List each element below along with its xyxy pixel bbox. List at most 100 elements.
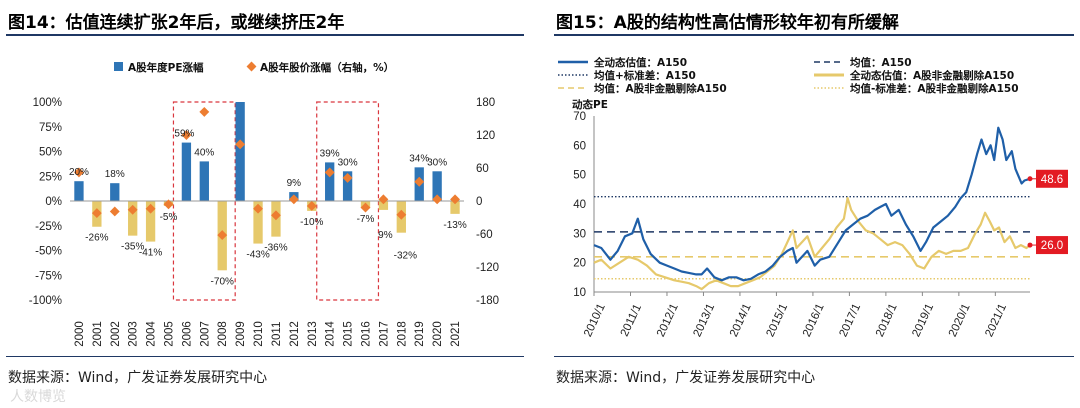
x-tick-label: 2019	[414, 321, 426, 347]
right-source-rule	[554, 356, 1074, 357]
price-marker	[110, 207, 120, 217]
y-tick-label: 25%	[39, 171, 62, 183]
end-label: 48.6	[1041, 174, 1063, 186]
y-tick-label: 50%	[39, 147, 62, 159]
data-label: 20%	[69, 167, 89, 178]
legend-label: 全动态估值：A股非金融剔除A150	[849, 69, 1014, 82]
bar	[200, 161, 209, 201]
bar	[182, 143, 191, 201]
y-tick-label: 20	[573, 258, 586, 270]
data-label: -13%	[443, 220, 466, 231]
data-label: -26%	[85, 233, 108, 244]
watermark: 人数博览	[10, 386, 66, 406]
x-tick-label: 2020/1	[947, 302, 973, 339]
x-tick-label: 2013/1	[691, 302, 717, 339]
x-tick-label: 2015/1	[764, 302, 790, 339]
x-tick-label: 2006	[181, 321, 193, 347]
x-tick-label: 2021	[450, 321, 462, 347]
x-tick-label: 2000	[74, 321, 86, 347]
data-label: -32%	[394, 251, 417, 262]
x-tick-label: 2015	[343, 321, 355, 347]
y2-tick-label: 180	[476, 97, 495, 109]
x-tick-label: 2014/1	[728, 302, 754, 339]
x-tick-label: 2004	[146, 321, 158, 347]
y-axis-title: 动态PE	[572, 98, 608, 111]
x-tick-label: 2021/1	[983, 302, 1009, 339]
x-tick-label: 2016	[361, 321, 373, 347]
y-tick-label: 30	[573, 228, 586, 240]
x-tick-label: 2017	[378, 321, 390, 347]
x-tick-label: 2012	[289, 321, 301, 347]
legend-label-price: A股年股价涨幅（右轴，%）	[260, 61, 394, 74]
y-tick-label: 75%	[39, 122, 62, 134]
x-tick-label: 2018	[396, 321, 408, 347]
y-tick-label: -100%	[29, 295, 62, 307]
x-tick-label: 2007	[199, 321, 211, 347]
data-label: 30%	[427, 157, 447, 168]
end-label: 26.0	[1041, 240, 1063, 252]
x-tick-label: 2009	[235, 321, 247, 347]
x-tick-label: 2017/1	[837, 302, 863, 339]
y2-tick-label: -180	[476, 295, 499, 307]
x-tick-label: 2019/1	[910, 302, 936, 339]
right-line-chart: 全动态估值：A150 均值：A150 均值+标准差：A150 全动态估值：A股非金融剔…	[548, 0, 1080, 356]
data-label: 59%	[174, 129, 194, 140]
y-tick-label: 100%	[33, 97, 62, 109]
y-tick-label: -75%	[35, 270, 62, 282]
x-tick-label: 2003	[128, 321, 140, 347]
legend-label-pe: A股年度PE涨幅	[128, 61, 204, 74]
y2-tick-label: -60	[476, 229, 493, 241]
legend-label: 均值：A150	[850, 56, 912, 69]
x-tick-label: 2013	[307, 321, 319, 347]
legend-label: 均值-标准差：A股非金融剔除A150	[850, 82, 1019, 95]
x-tick-label: 2002	[110, 321, 122, 347]
x-tick-label: 2010/1	[582, 302, 608, 339]
data-label: 30%	[338, 157, 358, 168]
data-label: 9%	[378, 230, 393, 241]
data-label: 9%	[287, 178, 302, 189]
left-source-note: 数据来源：Wind，广发证券发展研究中心	[8, 367, 267, 387]
right-chart-panel: 图15：A股的结构性高估情形较年初有所缓解 全动态估值：A150 均值：A150 均…	[548, 0, 1080, 408]
y-tick-label: 0%	[45, 196, 62, 208]
y-tick-label: 10	[573, 287, 586, 299]
y-tick-label: 40	[573, 199, 586, 211]
left-legend: A股年度PE涨幅 A股年股价涨幅（右轴，%）	[114, 61, 394, 74]
x-tick-label: 2014	[325, 321, 337, 347]
legend-label: 全动态估值：A150	[593, 56, 687, 69]
x-tick-label: 2016/1	[801, 302, 827, 339]
data-label: -10%	[300, 217, 323, 228]
x-tick-label: 2010	[253, 321, 265, 347]
x-tick-label: 2011/1	[619, 302, 644, 338]
y-tick-label: 70	[573, 111, 586, 123]
y2-tick-label: -120	[476, 262, 499, 274]
x-tick-label: 2018/1	[874, 302, 900, 339]
bar	[74, 181, 83, 201]
right-source-note: 数据来源：Wind，广发证券发展研究中心	[556, 367, 815, 387]
y-tick-label: 60	[573, 140, 586, 152]
data-label: -36%	[264, 243, 287, 254]
y2-tick-label: 0	[476, 196, 482, 208]
y2-tick-label: 120	[476, 130, 495, 142]
data-label: -7%	[357, 214, 375, 225]
y-tick-label: 50	[573, 170, 586, 182]
data-label: -41%	[139, 248, 162, 259]
x-tick-label: 2008	[217, 321, 229, 347]
left-source-rule	[6, 356, 524, 357]
x-tick-label: 2012/1	[655, 302, 681, 339]
legend-swatch-price	[247, 62, 257, 72]
x-tick-label: 2005	[164, 321, 176, 347]
data-label: 40%	[194, 147, 214, 158]
right-legend: 全动态估值：A150 均值：A150 均值+标准差：A150 全动态估值：A股非金融剔…	[558, 56, 1019, 95]
y-tick-label: -50%	[35, 246, 62, 258]
bar	[110, 183, 119, 201]
left-bar-chart: A股年度PE涨幅 A股年股价涨幅（右轴，%） 100% 75% 50% 25% 0% -25%…	[0, 0, 530, 356]
legend-label: 均值+标准差：A150	[594, 69, 696, 82]
y-tick-label: -25%	[35, 221, 62, 233]
bar	[235, 102, 244, 201]
legend-swatch-pe	[114, 62, 123, 71]
data-label: -70%	[211, 276, 234, 287]
price-marker	[199, 107, 209, 117]
data-label: -5%	[160, 212, 178, 223]
left-chart-panel: 图14：估值连续扩张2年后，或继续挤压2年 A股年度PE涨幅 A股年股价涨幅（右轴…	[0, 0, 530, 408]
data-label: 18%	[105, 169, 125, 180]
